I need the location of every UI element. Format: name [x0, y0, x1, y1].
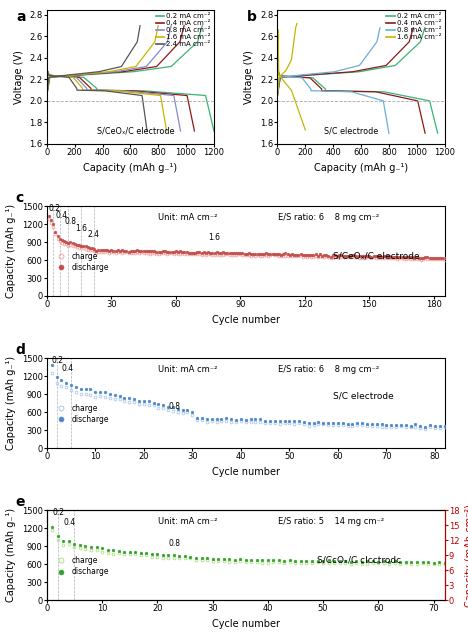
Y-axis label: Capacity (mAh g₋¹): Capacity (mAh g₋¹) — [6, 356, 16, 450]
Text: S/C electrode: S/C electrode — [333, 392, 394, 401]
Text: Unit: mA cm⁻²: Unit: mA cm⁻² — [158, 213, 218, 222]
Y-axis label: Capacity (mAh g₋¹): Capacity (mAh g₋¹) — [6, 204, 16, 298]
Text: 0.8: 0.8 — [168, 539, 180, 549]
Text: S/CcOₓ/C clcctrodc: S/CcOₓ/C clcctrodc — [317, 556, 402, 565]
Legend: 0.2 mA cm⁻², 0.4 mA cm⁻², 0.8 mA cm⁻², 1.6 mA cm⁻², 2.4 mA cm⁻²: 0.2 mA cm⁻², 0.4 mA cm⁻², 0.8 mA cm⁻², 1… — [155, 13, 211, 47]
Text: S/CeOₓ/C electrode: S/CeOₓ/C electrode — [333, 251, 420, 260]
Text: E/S ratio: 5    14 mg cm⁻²: E/S ratio: 5 14 mg cm⁻² — [278, 517, 384, 526]
Text: 0.2: 0.2 — [49, 204, 61, 213]
Text: 0.8: 0.8 — [64, 217, 76, 226]
Legend: 0.2 mA cm⁻², 0.4 mA cm⁻², 0.8 mA cm⁻², 1.6 mA cm⁻²: 0.2 mA cm⁻², 0.4 mA cm⁻², 0.8 mA cm⁻², 1… — [386, 13, 441, 40]
X-axis label: Cycle number: Cycle number — [212, 618, 280, 629]
Text: S/CeOₓ/C electrode: S/CeOₓ/C electrode — [97, 127, 175, 136]
Y-axis label: Capacity (mAh g₋¹): Capacity (mAh g₋¹) — [6, 508, 16, 603]
X-axis label: Cycle number: Cycle number — [212, 315, 280, 324]
Text: Unit: mA cm⁻²: Unit: mA cm⁻² — [158, 364, 218, 374]
Legend: charge, discharge: charge, discharge — [51, 401, 112, 427]
Text: Unit: mA cm⁻²: Unit: mA cm⁻² — [158, 517, 218, 526]
Text: 0.4: 0.4 — [55, 211, 67, 220]
Text: 1.6: 1.6 — [75, 224, 87, 233]
Text: 1.6: 1.6 — [208, 234, 220, 243]
Y-axis label: Voltage (V): Voltage (V) — [14, 50, 24, 104]
Text: e: e — [15, 495, 24, 509]
Text: E/S ratio: 6    8 mg cm⁻²: E/S ratio: 6 8 mg cm⁻² — [278, 213, 379, 222]
Text: 2.4: 2.4 — [88, 231, 100, 239]
Text: c: c — [15, 190, 23, 204]
Legend: charge, discharge: charge, discharge — [51, 553, 112, 579]
X-axis label: Capacity (mAh g₋¹): Capacity (mAh g₋¹) — [314, 163, 408, 173]
Y-axis label: Voltage (V): Voltage (V) — [244, 50, 255, 104]
Text: 0.2: 0.2 — [52, 508, 64, 518]
Text: 0.2: 0.2 — [51, 356, 64, 365]
X-axis label: Cycle number: Cycle number — [212, 467, 280, 477]
X-axis label: Capacity (mAh g₋¹): Capacity (mAh g₋¹) — [83, 163, 177, 173]
Text: 0.8: 0.8 — [168, 401, 180, 411]
Text: E/S ratio: 6    8 mg cm⁻²: E/S ratio: 6 8 mg cm⁻² — [278, 364, 379, 374]
Legend: charge, discharge: charge, discharge — [51, 249, 112, 275]
Text: a: a — [17, 10, 26, 23]
Y-axis label: Capacity (mAh cm⁻²): Capacity (mAh cm⁻²) — [465, 504, 468, 606]
Text: 0.4: 0.4 — [63, 518, 75, 527]
Text: 0.4: 0.4 — [61, 364, 73, 373]
Text: d: d — [15, 343, 25, 357]
Text: S/C electrode: S/C electrode — [324, 127, 379, 136]
Text: b: b — [248, 10, 257, 23]
